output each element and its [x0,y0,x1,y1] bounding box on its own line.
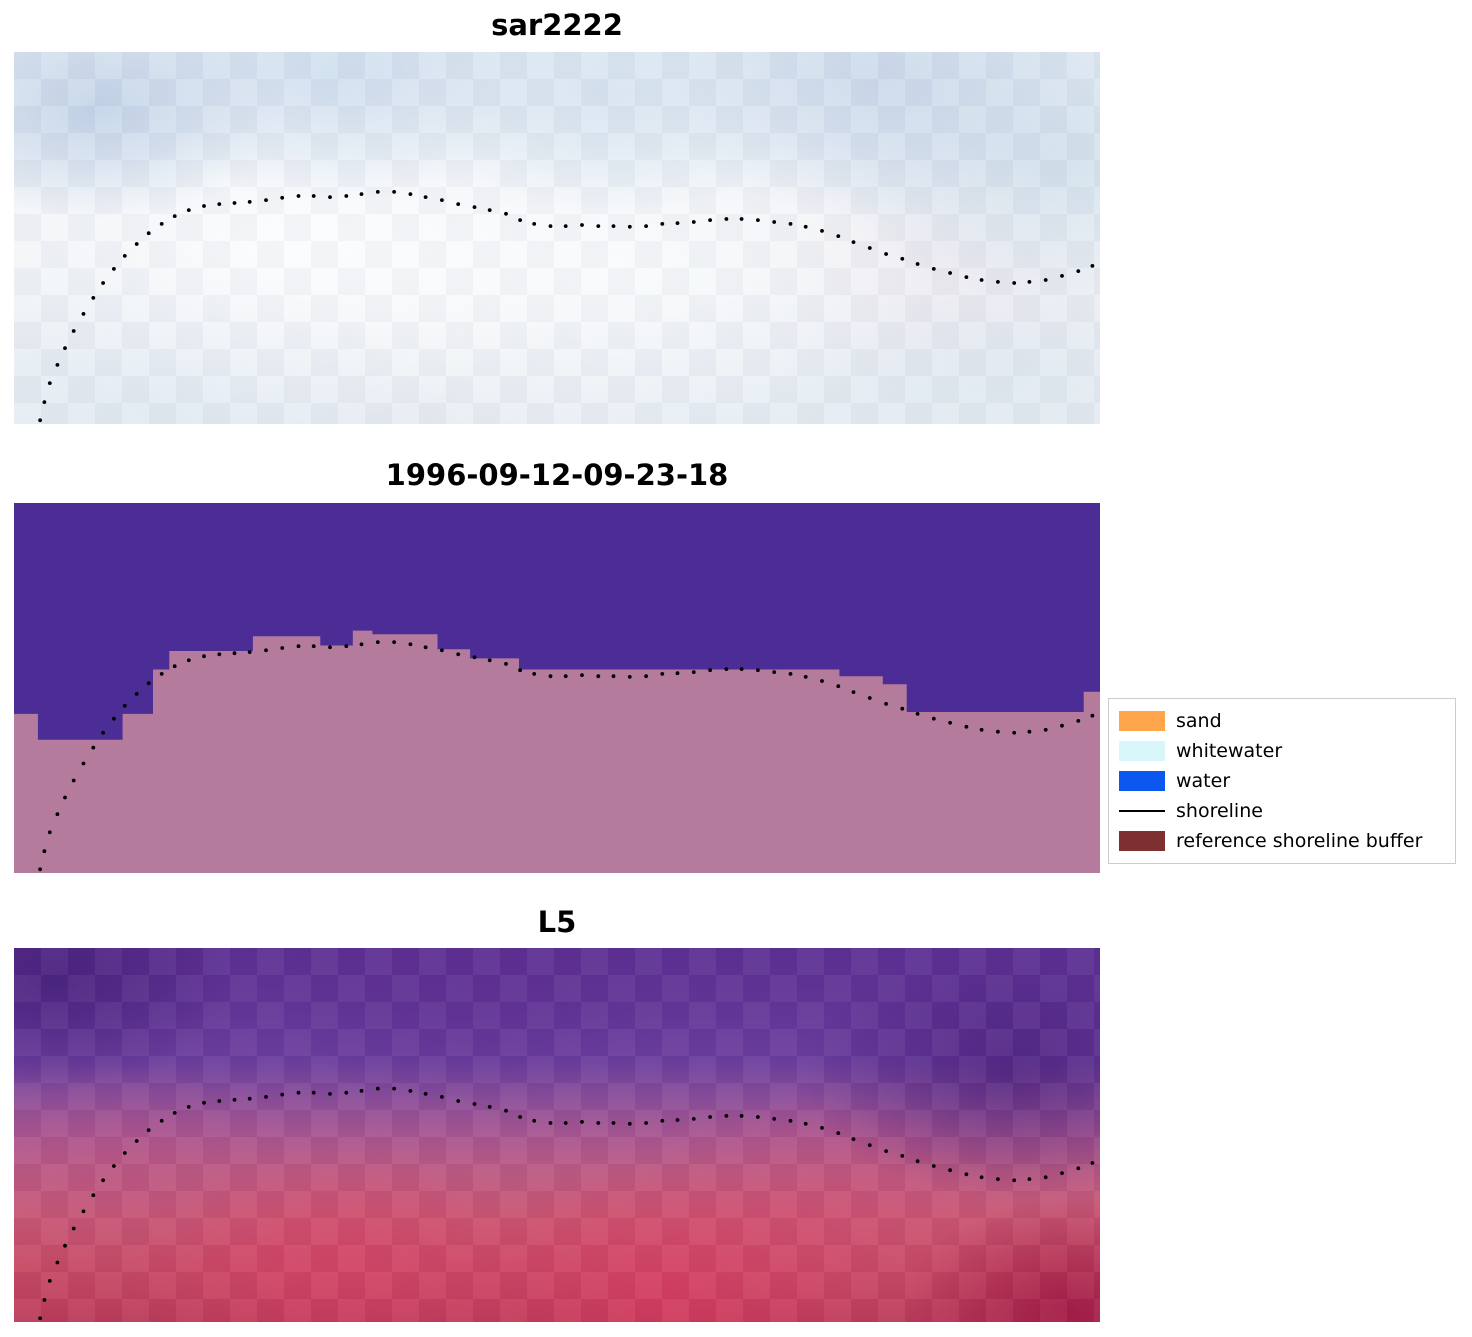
panel-title-classification: 1996-09-12-09-23-18 [385,458,729,492]
legend-item-water: water [1119,766,1445,796]
panel-title-l5: L5 [537,905,577,939]
legend-item-sand: sand [1119,706,1445,736]
legend-line-shoreline [1119,810,1165,812]
shoreline-dots-overlay-l5 [38,1086,1095,1321]
legend-label-water: water [1176,770,1231,792]
legend-label-whitewater: whitewater [1176,740,1283,762]
legend-item-reference-shoreline-buffer: reference shoreline buffer [1119,826,1445,856]
panel-image-sar2222 [14,52,1100,424]
legend-swatch-whitewater [1119,741,1165,761]
panel-image-l5 [14,948,1100,1322]
legend-swatch-sand [1119,711,1165,731]
legend-label-shoreline: shoreline [1176,800,1263,822]
legend-swatch-water [1119,771,1165,791]
legend-item-shoreline: shoreline [1119,796,1445,826]
legend-label-reference-shoreline-buffer: reference shoreline buffer [1176,830,1423,852]
legend-swatch-reference-shoreline-buffer [1119,831,1165,851]
classification-overlay [14,503,1100,873]
l5-image-background [14,948,1100,1322]
shoreline-dots-overlay-sar [38,190,1095,423]
legend-box: sand whitewater water shoreline referenc… [1108,698,1456,864]
sar-image-background [14,52,1100,424]
legend-item-whitewater: whitewater [1119,736,1445,766]
legend-label-sand: sand [1176,710,1222,732]
panel-title-sar2222: sar2222 [491,8,623,42]
panel-image-classification [14,503,1100,873]
